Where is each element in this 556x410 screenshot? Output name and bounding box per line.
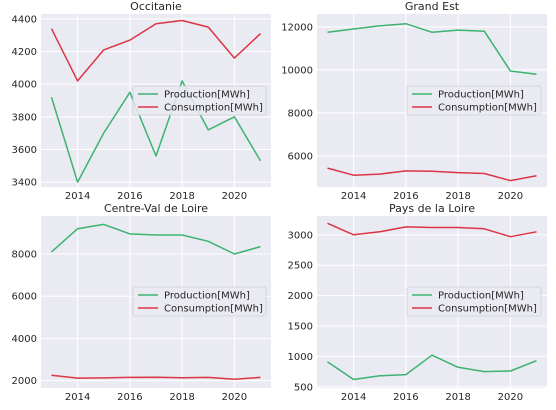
y-tick-label: 8000 [12,249,37,260]
x-tick-label: 2016 [393,392,418,403]
y-tick-label: 3400 [12,178,37,189]
legend: Production[MWh] Consumption[MWh] [132,286,267,317]
x-tick-label: 2020 [222,392,247,403]
subplot-title: Centre-Val de Loire [104,202,208,215]
y-tick-label: 12000 [281,22,313,33]
x-tick-label: 2016 [117,191,142,202]
y-tick-label: 3000 [288,230,313,241]
x-tick-label: 2016 [117,392,142,403]
subplot-4: 2014 2016 2018 2020 500 1000 1500 2000 2500 3000 P… [288,202,547,403]
y-tick-label: 6000 [288,151,313,162]
y-tick-label: 1000 [288,352,313,363]
legend-label: Production[MWh] [164,291,250,302]
legend-box [406,286,542,317]
x-tick-label: 2016 [393,191,418,202]
subplot-3: 2014 2016 2018 2020 2000 4000 6000 8000 Centre-V… [12,202,271,403]
legend-label: Production[MWh] [438,90,524,101]
y-tick-label: 4000 [12,80,37,91]
legend-box [132,286,267,317]
subplot-title: Pays de la Loire [389,202,475,215]
y-tick-label: 2000 [288,291,313,302]
legend: Production[MWh] Consumption[MWh] [406,85,542,116]
legend: Production[MWh] Consumption[MWh] [406,286,542,317]
series-line-production [51,223,261,255]
series-line-production [327,22,537,75]
subplot-1: 2014 2016 2018 2020 3400 3600 3800 4000 4200 4400… [12,0,271,202]
x-tick-label: 2020 [498,392,523,403]
legend-label: Production[MWh] [164,90,250,101]
x-tick-label: 2014 [65,191,90,202]
y-tick-label: 3600 [12,145,37,156]
legend-box [132,85,267,116]
legend-label: Consumption[MWh] [438,304,537,315]
x-tick-label: 2018 [445,191,470,202]
series-line-production [50,80,262,183]
subplot-title: Occitanie [130,0,182,13]
y-tick-label: 2000 [12,376,37,387]
x-tick-label: 2020 [222,191,247,202]
series-line-consumption [327,222,537,238]
x-tick-label: 2014 [341,392,366,403]
x-tick-label: 2018 [445,392,470,403]
y-tick-label: 3800 [12,112,37,123]
legend: Production[MWh] Consumption[MWh] [132,85,267,116]
x-tick-label: 2018 [169,392,194,403]
legend-label: Consumption[MWh] [164,304,263,315]
subplot-2: 2014 2016 2018 2020 6000 8000 10000 12000 Grand … [281,0,547,202]
x-tick-label: 2018 [169,191,194,202]
y-tick-label: 2500 [288,261,313,272]
subplot-title: Grand Est [405,0,460,13]
legend-label: Consumption[MWh] [164,103,263,114]
x-tick-label: 2020 [498,191,523,202]
series-line-consumption [50,19,262,82]
series-line-consumption [327,167,537,182]
x-tick-label: 2014 [341,191,366,202]
y-tick-label: 500 [294,382,313,393]
x-tick-label: 2014 [65,392,90,403]
y-tick-label: 6000 [12,292,37,303]
y-tick-label: 4200 [12,47,37,58]
legend-box [406,85,542,116]
y-tick-label: 8000 [288,108,313,119]
y-tick-label: 1500 [288,322,313,333]
y-tick-label: 4000 [12,334,37,345]
series-line-production [327,354,537,381]
y-tick-label: 10000 [281,65,313,76]
legend-label: Production[MWh] [438,291,524,302]
series-line-consumption [51,374,261,381]
y-tick-label: 4400 [12,14,37,25]
legend-label: Consumption[MWh] [438,103,537,114]
